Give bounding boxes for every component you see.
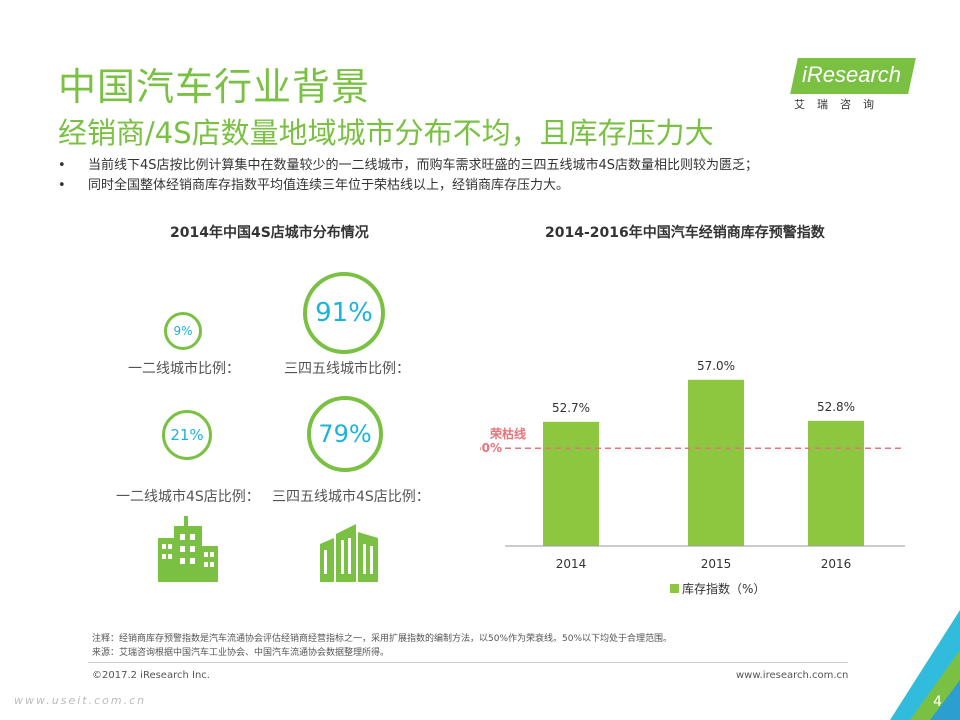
copyright: ©2017.2 iResearch Inc. [92, 670, 210, 681]
page-subtitle: 经销商/4S店数量地域城市分布不均，且库存压力大 [58, 116, 714, 150]
chart-title: 2014-2016年中国汽车经销商库存预警指数 [545, 225, 825, 241]
town-building-icon [320, 524, 378, 582]
ring-tier345-4s: 79% [307, 396, 383, 472]
watermark: www.useit.com.cn [14, 694, 147, 707]
city-building-icon [158, 516, 218, 582]
bar-value-label: 52.7% [552, 401, 590, 415]
website-link[interactable]: www.iresearch.com.cn [736, 670, 849, 681]
x-tick-label: 2015 [701, 557, 732, 571]
legend-label: 库存指数（%） [682, 581, 765, 596]
chart-legend: 库存指数（%） [670, 581, 765, 596]
legend-swatch [670, 584, 679, 593]
ring-tier12-cities: 9% [164, 312, 202, 350]
bar-2016 [808, 420, 864, 546]
footnote-note: 注释：经销商库存预警指数是汽车流通协会评估经销商经营指标之一，采用扩展指数的编制… [92, 634, 673, 644]
ring-value: 9% [173, 324, 193, 338]
ring-tier12-4s: 21% [162, 410, 212, 460]
reference-value-label: 50% [480, 441, 502, 455]
ring-label: 一二线城市比例： [128, 361, 240, 377]
footnote-source: 来源：艾瑞咨询根据中国汽车工业协会、中国汽车流通协会数据整理所得。 [92, 648, 390, 658]
bar-value-label: 57.0% [697, 359, 735, 373]
ring-value: 91% [315, 298, 373, 328]
footer-divider [88, 662, 848, 663]
x-tick-label: 2016 [821, 557, 852, 571]
footnote: 注释：经销商库存预警指数是汽车流通协会评估经销商经营指标之一，采用扩展指数的编制… [92, 632, 672, 660]
reference-line-name: 荣枯线 [489, 426, 526, 441]
page-title: 中国汽车行业背景 [58, 65, 371, 109]
bar-2014 [543, 421, 599, 546]
bar-value-label: 52.8% [817, 400, 855, 414]
iresearch-logo: iResearch 艾瑞咨询 [790, 52, 920, 112]
inventory-index-chart: 52.7% 57.0% 52.8% 2014 2015 2016 50% 荣枯线 库存指… [480, 359, 905, 596]
ring-label: 三四五线城市4S店比例： [272, 489, 430, 505]
logo-subtext: 艾瑞咨询 [794, 98, 886, 111]
x-tick-label: 2014 [556, 557, 587, 571]
logo-text: iResearch [802, 62, 902, 87]
ring-label: 三四五线城市比例： [284, 361, 410, 377]
page-number: 4 [933, 694, 942, 710]
bullet-list: 当前线下4S店按比例计算集中在数量较少的一二线城市，而购车需求旺盛的三四五线城市… [58, 156, 758, 196]
ring-value: 21% [170, 426, 204, 444]
ring-value: 79% [318, 420, 372, 448]
corner-decoration [890, 610, 960, 720]
bullet-item: 当前线下4S店按比例计算集中在数量较少的一二线城市，而购车需求旺盛的三四五线城市… [58, 156, 758, 176]
ring-label: 一二线城市4S店比例： [116, 489, 260, 505]
bullet-item: 同时全国整体经销商库存指数平均值连续三年位于荣枯线以上，经销商库存压力大。 [58, 176, 758, 196]
ring-tier345-cities: 91% [303, 272, 385, 354]
left-panel-title: 2014年中国4S店城市分布情况 [170, 225, 369, 241]
bar-2015 [688, 379, 744, 546]
